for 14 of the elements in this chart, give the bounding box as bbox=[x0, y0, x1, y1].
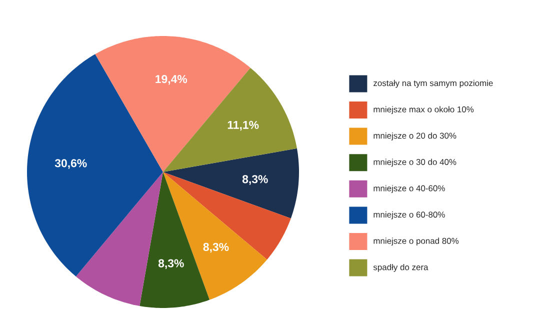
data-label: 19,4% bbox=[156, 74, 188, 85]
data-label: 11,1% bbox=[228, 120, 259, 131]
legend-label: mniejsze o 40-60% bbox=[374, 185, 445, 193]
legend-label: zostały na tym samym poziomie bbox=[374, 80, 493, 88]
legend-label: mniejsze max o około 10% bbox=[374, 106, 474, 114]
data-label: 30,6% bbox=[54, 159, 87, 169]
data-label: 8,3% bbox=[203, 242, 229, 253]
data-label: 8,3% bbox=[242, 175, 268, 185]
legend-label: spadły do zera bbox=[373, 264, 428, 272]
legend-label: mniejsze o 30 do 40% bbox=[374, 158, 456, 167]
legend-label: mniejsze o 20 do 30% bbox=[374, 132, 456, 140]
legend-label: mniejsze o 60-80% bbox=[374, 211, 445, 220]
legend-label: mniejsze o ponad 80% bbox=[374, 238, 459, 246]
data-label: 8,3% bbox=[158, 259, 184, 269]
